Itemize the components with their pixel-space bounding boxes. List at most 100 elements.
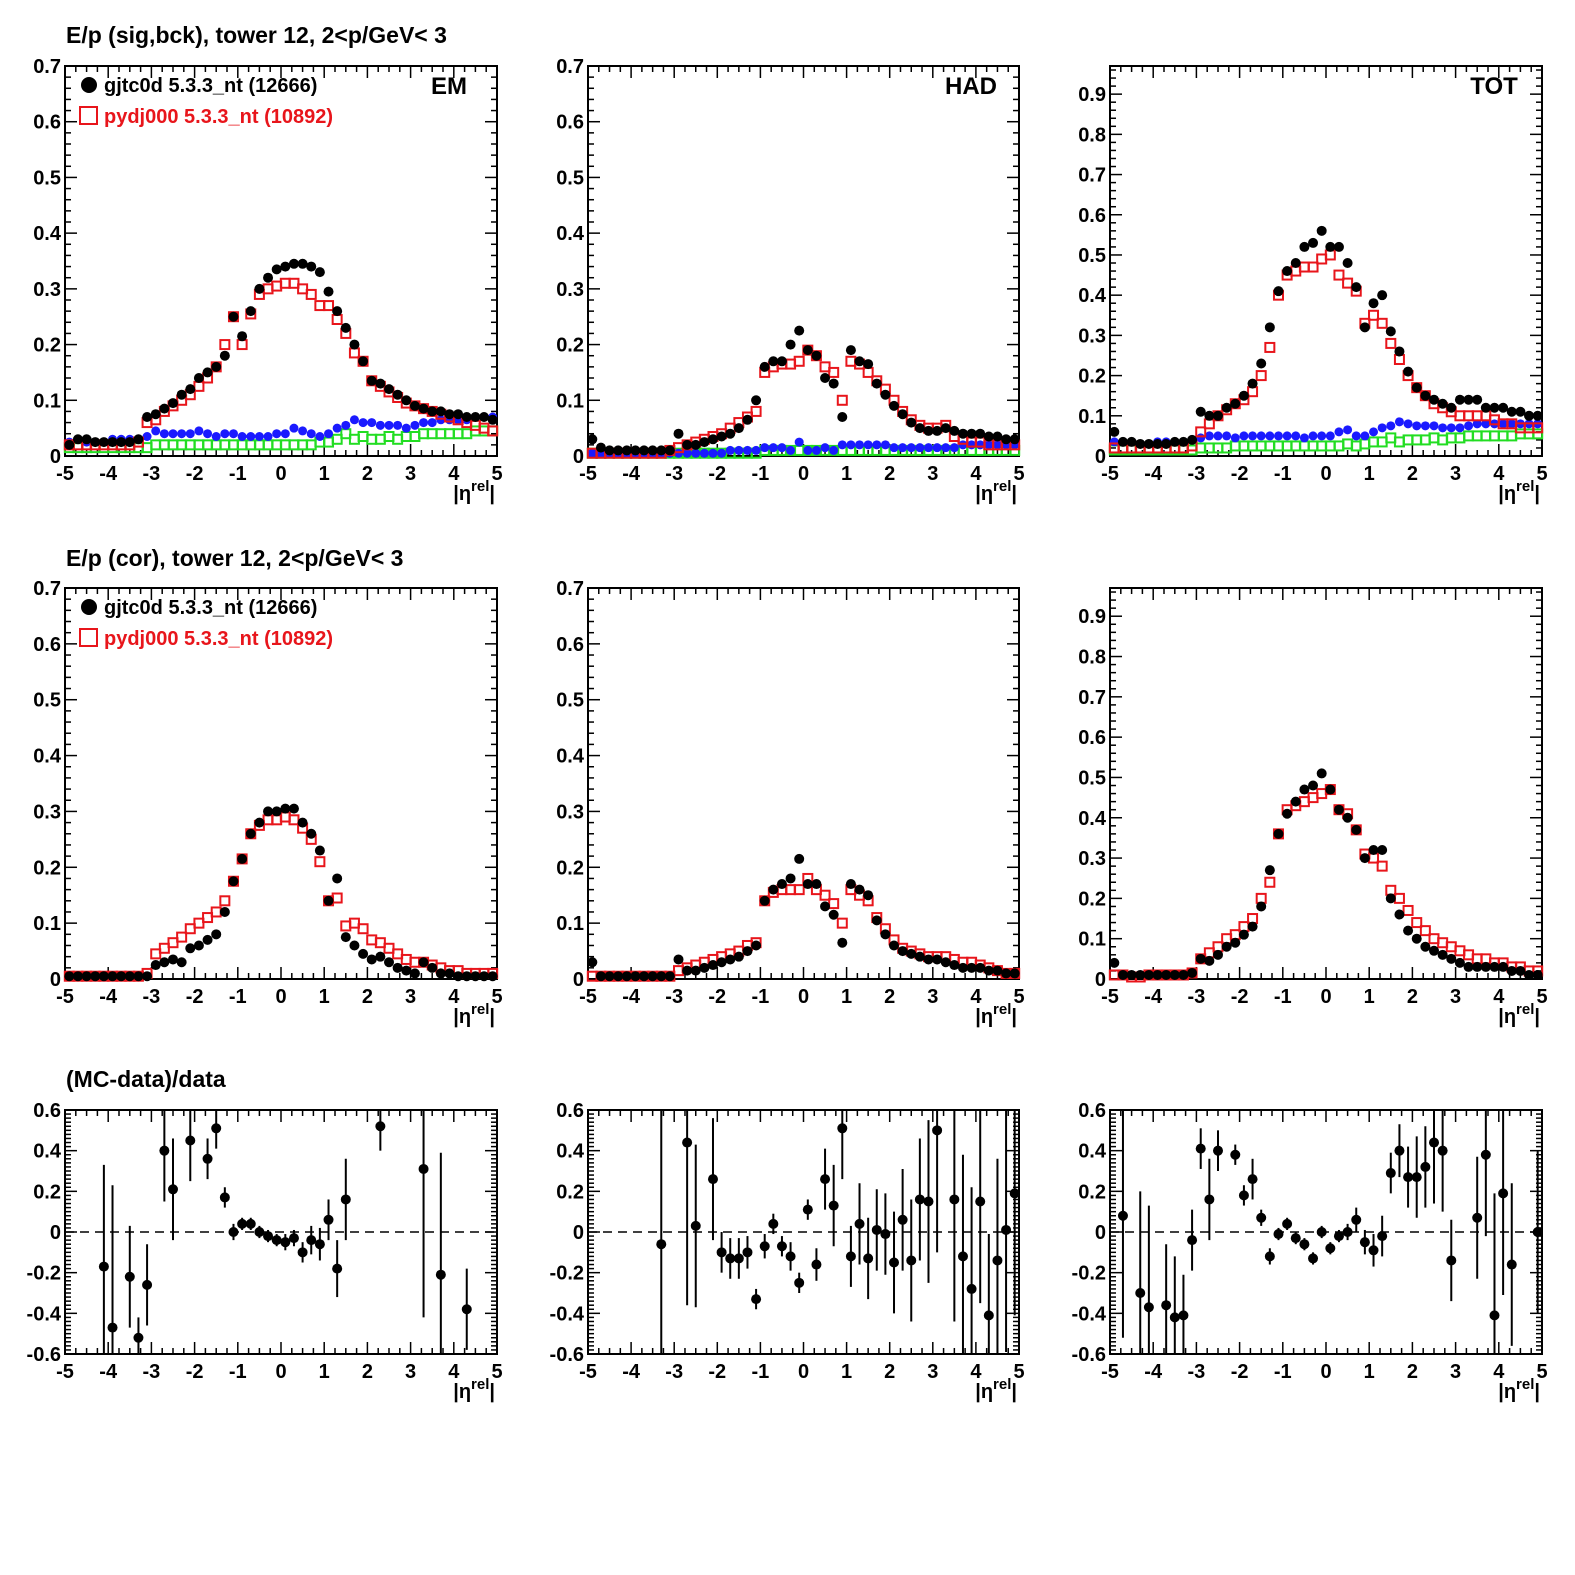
data-point [1351,824,1362,835]
data-point [1377,1231,1388,1242]
legend-mc-label: pydj000 5.3.3_nt (10892) [104,106,333,128]
plot-frame [587,587,1020,980]
data-point [444,968,455,979]
chart-panel-cor_had: -5 -4 -3 -2 -1 0 1 2 3 4 5 0 0.1 0.2 0.3 0.4 0.5 0.6 0.7 |η… [556,578,1024,1028]
data-point [1282,431,1292,441]
data-point [133,1332,144,1343]
data-point [418,1163,429,1174]
data-point [1334,427,1344,437]
data-point [1359,853,1370,864]
data-point [1264,322,1275,333]
legend-mc-marker [79,106,98,125]
x-tick-label: -2 [708,1361,726,1383]
data-point [717,448,727,458]
y-tick-label: 0.3 [1078,848,1106,870]
mc-point [1385,337,1397,349]
data-point [202,1153,213,1164]
data-point [427,962,438,973]
data-point [1403,419,1413,429]
data-point [949,1194,960,1205]
data-point [1265,431,1275,441]
data-point [733,951,744,962]
data-point [1429,1137,1439,1148]
data-point [1187,967,1198,978]
data-point [1238,929,1249,940]
data-point [297,258,308,269]
x-axis-title: |ηrel| [1498,1001,1540,1028]
data-point [263,806,274,817]
data-point [142,971,153,982]
data-point [288,1233,299,1244]
data-point [707,434,718,445]
data-point [802,879,813,890]
y-tick-label: 0.1 [33,913,61,935]
x-tick-label: 2 [362,463,373,485]
data-point [1256,358,1267,369]
data-point [314,267,325,278]
data-point [587,434,598,445]
y-tick-label: -0.4 [27,1303,62,1325]
data-point [280,261,291,272]
data-point [733,1253,744,1264]
data-point [1489,1310,1500,1321]
data-point [621,971,632,982]
mc-point [1255,370,1267,382]
data-point [794,1277,805,1288]
data-point [1152,438,1163,449]
y-tick-label: 0.3 [1078,325,1106,347]
x-tick-label: 3 [1450,463,1461,485]
data-point [820,1174,831,1185]
mc-point [1376,860,1388,872]
data-point [1463,961,1474,972]
data-point [176,957,187,968]
data-point [828,1200,839,1211]
x-tick-label: 4 [970,986,982,1008]
data-point [811,1259,822,1270]
data-point [639,445,650,456]
x-axis-title: |ηrel| [975,478,1017,505]
data-point [1009,1188,1020,1199]
x-tick-label: 4 [448,463,460,485]
mc-point [819,889,831,901]
data-point [889,400,900,411]
data-point [185,1135,196,1146]
mc-point [219,895,231,907]
x-tick-label: 2 [1407,986,1418,1008]
data-point [855,440,865,450]
data-point [332,306,343,317]
x-tick-label: -1 [229,986,247,1008]
data-point [1532,969,1543,980]
x-tick-label: -5 [56,986,74,1008]
data-point [1351,1214,1362,1225]
data-point [1143,1302,1154,1313]
data-point [1333,1231,1344,1242]
data-point [176,389,187,400]
data-point [1009,968,1020,979]
data-point [1222,431,1232,441]
data-point [81,971,92,982]
y-tick-label: -0.6 [27,1344,61,1366]
data-point [794,437,804,447]
data-point [691,448,701,458]
mc-point [357,923,369,935]
data-point [1161,438,1172,449]
y-tick-label: 0.6 [33,1100,61,1122]
data-point [682,965,693,976]
data-point [185,429,195,439]
data-point [975,1196,986,1207]
data-point [897,1214,908,1225]
data-point [142,412,153,422]
x-tick-label: 4 [1493,463,1505,485]
mc-point [750,405,762,417]
series-data [98,1110,472,1354]
mc-point [150,948,162,960]
data-point [193,373,204,383]
series-mc [63,811,499,982]
mc-point [1264,341,1276,353]
data-point [461,1304,472,1315]
y-tick-label: -0.2 [550,1263,584,1285]
y-tick-label: 0.2 [33,857,61,879]
data-point [992,440,1002,450]
data-point [595,971,606,982]
data-point [202,367,213,378]
